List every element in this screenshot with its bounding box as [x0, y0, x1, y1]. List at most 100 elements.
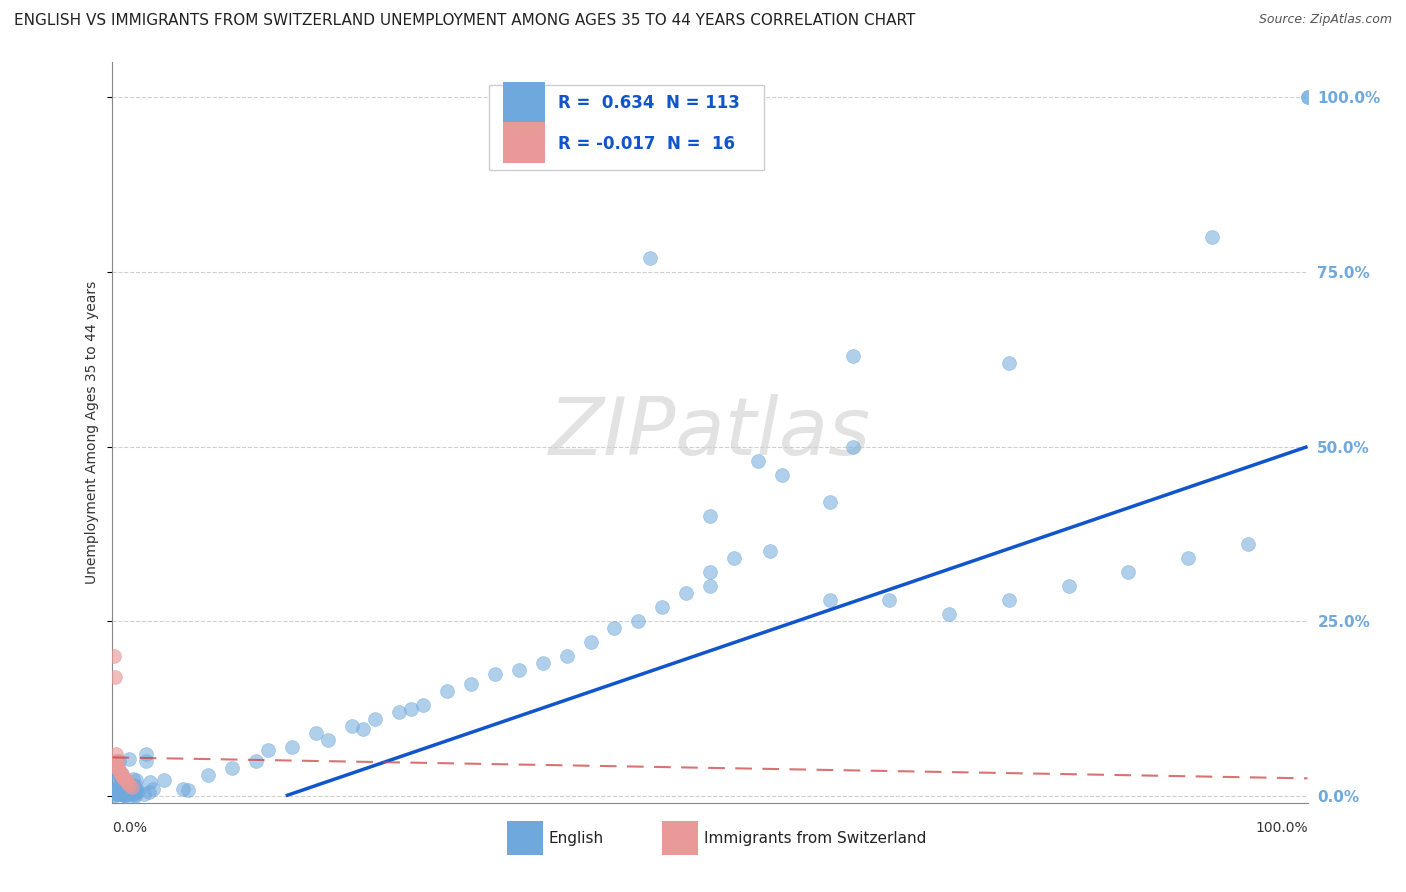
Point	[340, 719, 363, 733]
Point	[105, 785, 128, 799]
Point	[1201, 230, 1223, 244]
Point	[436, 684, 458, 698]
Point	[114, 785, 136, 799]
Point	[1296, 90, 1319, 104]
Point	[401, 701, 423, 715]
Bar	[508, 822, 543, 855]
Point	[103, 788, 125, 802]
Point	[818, 495, 841, 509]
Point	[105, 754, 128, 768]
Point	[124, 785, 146, 799]
Point	[998, 593, 1021, 607]
Text: ZIPatlas: ZIPatlas	[548, 393, 872, 472]
Point	[484, 666, 506, 681]
Point	[770, 467, 793, 482]
Point	[114, 788, 136, 802]
Point	[114, 772, 135, 786]
Point	[759, 544, 782, 558]
Point	[105, 784, 128, 798]
Point	[117, 782, 139, 797]
Point	[245, 754, 267, 768]
Point	[108, 755, 131, 769]
Point	[114, 773, 136, 788]
Point	[122, 781, 145, 796]
Point	[103, 782, 125, 797]
Point	[111, 788, 134, 802]
Point	[107, 782, 129, 797]
Point	[111, 774, 134, 789]
Point	[112, 788, 135, 802]
Point	[747, 453, 769, 467]
Bar	[662, 822, 699, 855]
Point	[842, 349, 865, 363]
Point	[104, 785, 127, 799]
Point	[104, 670, 127, 684]
Point	[699, 566, 721, 580]
Point	[108, 779, 131, 793]
Point	[108, 786, 131, 800]
Text: 100.0%: 100.0%	[1256, 822, 1308, 835]
Text: 0.0%: 0.0%	[112, 822, 148, 835]
Point	[842, 440, 865, 454]
Point	[114, 784, 136, 798]
Point	[1177, 551, 1199, 566]
Point	[111, 780, 134, 794]
Point	[118, 778, 141, 792]
Point	[112, 781, 135, 796]
Point	[120, 779, 142, 793]
Text: English: English	[548, 830, 603, 846]
Point	[115, 786, 138, 800]
Point	[110, 768, 132, 782]
Point	[105, 784, 128, 798]
Point	[579, 635, 602, 649]
Point	[627, 614, 650, 628]
Point	[115, 784, 138, 798]
Point	[115, 778, 138, 792]
Point	[460, 677, 482, 691]
Point	[115, 782, 138, 797]
Point	[135, 747, 157, 761]
Point	[121, 780, 143, 795]
Point	[105, 747, 128, 761]
Point	[531, 656, 554, 670]
Point	[112, 772, 135, 786]
Point	[120, 781, 142, 796]
Point	[125, 773, 148, 788]
Point	[352, 723, 374, 737]
Point	[118, 786, 141, 800]
Point	[105, 754, 128, 768]
Point	[107, 787, 129, 801]
Point	[281, 739, 304, 754]
Point	[103, 649, 125, 664]
Point	[221, 761, 243, 775]
Point	[118, 777, 141, 791]
Text: ENGLISH VS IMMIGRANTS FROM SWITZERLAND UNEMPLOYMENT AMONG AGES 35 TO 44 YEARS CO: ENGLISH VS IMMIGRANTS FROM SWITZERLAND U…	[14, 13, 915, 29]
Point	[1118, 566, 1140, 580]
Point	[121, 772, 143, 786]
Point	[124, 781, 146, 796]
Point	[107, 761, 129, 775]
Point	[121, 778, 143, 792]
Point	[111, 782, 134, 797]
Point	[111, 768, 134, 782]
Point	[127, 784, 149, 798]
Point	[110, 779, 132, 793]
Point	[111, 786, 134, 800]
Point	[105, 780, 128, 795]
Point	[675, 586, 697, 600]
Point	[305, 726, 328, 740]
Point	[125, 779, 148, 793]
Point	[107, 771, 129, 785]
Point	[699, 579, 721, 593]
Point	[938, 607, 960, 622]
Point	[122, 788, 145, 802]
Point	[142, 782, 165, 797]
Point	[1296, 90, 1319, 104]
Point	[364, 712, 387, 726]
Point	[177, 782, 200, 797]
Text: Source: ZipAtlas.com: Source: ZipAtlas.com	[1258, 13, 1392, 27]
Point	[110, 767, 132, 781]
Text: R =  0.634  N = 113: R = 0.634 N = 113	[558, 95, 740, 112]
Point	[651, 600, 673, 615]
Point	[555, 649, 578, 664]
